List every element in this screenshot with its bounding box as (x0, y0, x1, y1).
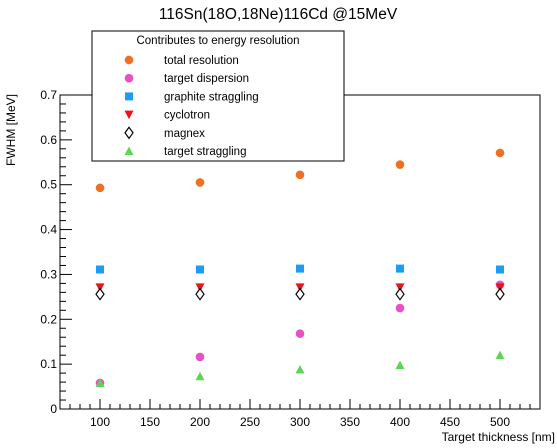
data-point-magnex (495, 287, 505, 301)
y-tick-label: 0.2 (40, 312, 57, 326)
chart-title: 116Sn(18O,18Ne)116Cd @15MeV (159, 6, 398, 23)
x-tick-label: 450 (440, 415, 460, 429)
data-point-total-resolution (495, 148, 505, 158)
y-axis-label: FWHM [MeV] (4, 94, 18, 166)
data-point-target-straggling (195, 371, 205, 381)
y-tick-label: 0.3 (40, 267, 57, 281)
data-point-magnex (295, 287, 305, 301)
legend-label-total-resolution: total resolution (164, 55, 239, 67)
legend-marker-target-straggling (124, 146, 134, 155)
x-axis-label: Target thickness [nm] (442, 430, 555, 444)
series-target-straggling (95, 350, 505, 387)
data-point-graphite-straggling (496, 265, 504, 274)
series-total-resolution (95, 148, 505, 193)
data-point-graphite-straggling (396, 264, 404, 273)
x-axis: 100 150 200 250 300 350 400 450 500 (69, 399, 541, 429)
legend-items: total resolution target dispersion graphit… (124, 55, 259, 158)
data-point-graphite-straggling (196, 265, 204, 274)
data-point-magnex (395, 287, 405, 301)
y-tick-label: 0.1 (40, 357, 57, 371)
data-point-target-straggling (495, 350, 505, 360)
data-point-target-dispersion (195, 352, 205, 362)
x-tick-label: 350 (340, 415, 360, 429)
legend-marker-cyclotron (124, 110, 134, 120)
data-point-total-resolution (195, 178, 205, 187)
data-point-target-straggling (95, 378, 105, 387)
y-tick-label: 0.4 (40, 223, 57, 237)
legend-box (91, 30, 345, 162)
data-markers (95, 148, 505, 388)
x-tick-label: 100 (90, 415, 110, 429)
y-tick-label: 0.7 (40, 88, 57, 102)
x-tick-label: 150 (140, 415, 160, 429)
y-tick-label: 0 (50, 402, 57, 416)
data-point-total-resolution (95, 183, 105, 193)
legend-label-magnex: magnex (164, 128, 205, 140)
data-point-target-straggling (395, 360, 405, 370)
data-point-graphite-straggling (96, 265, 104, 274)
legend-label-graphite-straggling: graphite straggling (164, 91, 259, 103)
legend-marker-graphite-straggling (125, 92, 133, 101)
legend-label-target-dispersion: target dispersion (164, 73, 249, 85)
y-tick-label: 0.5 (40, 178, 57, 192)
legend-label-target-straggling: target straggling (164, 146, 246, 158)
legend-marker-target-dispersion (124, 73, 134, 83)
x-tick-label: 200 (190, 415, 210, 429)
data-point-magnex (195, 287, 205, 301)
series-graphite-straggling (96, 264, 504, 274)
x-tick-label: 500 (490, 415, 510, 429)
y-axis: 0 0.1 0.2 0.3 0.4 0.5 0.6 0.7 (40, 88, 72, 416)
data-point-graphite-straggling (296, 264, 304, 273)
data-point-target-dispersion (395, 303, 405, 313)
legend-title: Contributes to energy resolution (136, 35, 299, 47)
data-point-target-dispersion (295, 329, 305, 338)
x-tick-label: 400 (390, 415, 410, 429)
series-magnex (95, 287, 505, 301)
data-point-total-resolution (395, 160, 405, 169)
legend-marker-magnex (124, 126, 134, 140)
legend-marker-total-resolution (124, 55, 134, 65)
x-tick-label: 300 (290, 415, 310, 429)
legend: Contributes to energy resolution total r… (91, 30, 345, 162)
y-tick-label: 0.6 (40, 133, 57, 147)
data-point-magnex (95, 287, 105, 301)
data-point-target-straggling (295, 365, 305, 374)
data-point-total-resolution (295, 170, 305, 180)
x-tick-label: 250 (240, 415, 260, 429)
legend-label-cyclotron: cyclotron (164, 110, 210, 122)
